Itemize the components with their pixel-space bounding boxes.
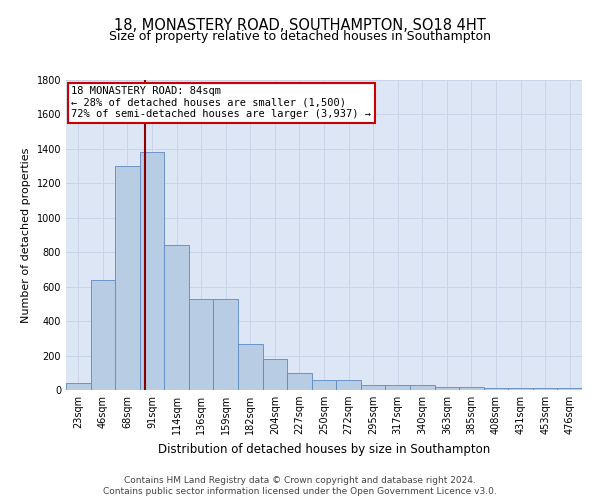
Bar	[336, 380, 361, 390]
Text: Contains public sector information licensed under the Open Government Licence v3: Contains public sector information licen…	[103, 487, 497, 496]
X-axis label: Distribution of detached houses by size in Southampton: Distribution of detached houses by size …	[158, 442, 490, 456]
Text: Contains HM Land Registry data © Crown copyright and database right 2024.: Contains HM Land Registry data © Crown c…	[124, 476, 476, 485]
Bar	[508, 388, 533, 390]
Bar	[214, 298, 238, 390]
Bar	[115, 166, 140, 390]
Bar	[459, 388, 484, 390]
Bar	[557, 388, 582, 390]
Bar	[91, 280, 115, 390]
Bar	[238, 344, 263, 390]
Bar	[410, 385, 434, 390]
Bar	[385, 385, 410, 390]
Bar	[533, 388, 557, 390]
Text: Size of property relative to detached houses in Southampton: Size of property relative to detached ho…	[109, 30, 491, 43]
Bar	[263, 359, 287, 390]
Bar	[164, 246, 189, 390]
Bar	[287, 373, 312, 390]
Text: 18, MONASTERY ROAD, SOUTHAMPTON, SO18 4HT: 18, MONASTERY ROAD, SOUTHAMPTON, SO18 4H…	[114, 18, 486, 32]
Bar	[484, 388, 508, 390]
Bar	[66, 383, 91, 390]
Bar	[140, 152, 164, 390]
Y-axis label: Number of detached properties: Number of detached properties	[21, 148, 31, 322]
Bar	[434, 388, 459, 390]
Bar	[361, 385, 385, 390]
Text: 18 MONASTERY ROAD: 84sqm
← 28% of detached houses are smaller (1,500)
72% of sem: 18 MONASTERY ROAD: 84sqm ← 28% of detach…	[71, 86, 371, 120]
Bar	[312, 380, 336, 390]
Bar	[189, 298, 214, 390]
